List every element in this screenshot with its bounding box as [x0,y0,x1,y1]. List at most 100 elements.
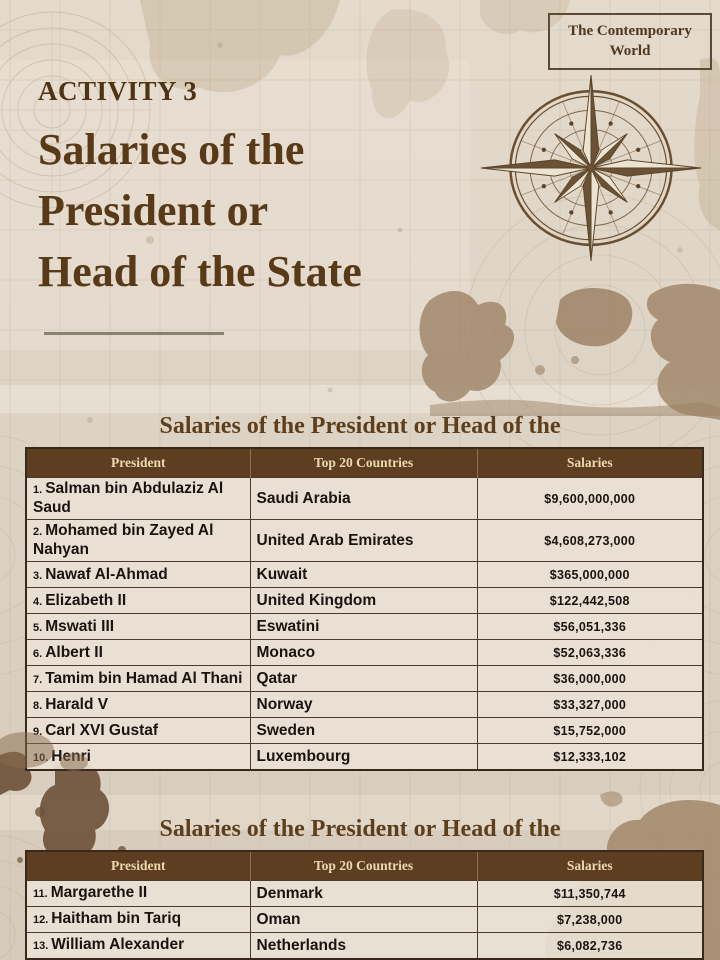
president-name: Tamim bin Hamad Al Thani [45,669,243,687]
table-row: 8. Harald V Norway $33,327,000 [25,691,704,719]
president-name: Margarethe II [50,884,148,902]
section-heading: Salaries of the President or Head of the [159,816,561,842]
salary-cell: $33,327,000 [476,691,704,719]
president-name: Salman bin Abdulaziz Al Saud [33,480,224,516]
salary-cell: $11,350,744 [476,880,704,907]
president-name: Mswati III [45,617,115,635]
course-badge: The Contemporary World [548,13,712,70]
map-smudge-overlay [0,732,88,771]
title-divider [44,332,224,335]
president-cell: 1. Salman bin Abdulaziz Al Saud [25,476,251,521]
table-row: 11. Margarethe II Denmark $11,350,744 [25,880,704,907]
title-block: ACTIVITY 3 Salaries of the President or … [38,76,478,335]
president-cell: 4. Elizabeth II [25,587,251,615]
salaries-section-1: Salaries of the President or Head of the… [0,413,720,772]
column-header-countries: Top 20 Countries [249,448,477,478]
row-number: 4. [33,595,43,608]
row-number: 2. [33,526,43,539]
row-number: 12. [33,914,49,927]
column-header-salaries: Salaries [476,448,703,478]
president-name: Haitham bin Tariq [51,910,182,928]
country-cell: Kuwait [249,561,478,589]
salary-cell: $7,238,000 [476,906,704,933]
table-row: 3. Nawaf Al-Ahmad Kuwait $365,000,000 [25,561,704,589]
president-name: Harald V [45,695,109,713]
president-name: Mohamed bin Zayed Al Nahyan [33,522,214,558]
page-title-line: Salaries of the [38,125,305,174]
president-cell: 11. Margarethe II [25,880,251,907]
country-cell: Luxembourg [249,743,478,771]
salaries-section-2: Salaries of the President or Head of the… [0,816,720,960]
president-cell: 12. Haitham bin Tariq [25,906,251,933]
president-cell: 13. William Alexander [25,932,251,960]
country-cell: Monaco [249,639,478,667]
country-cell: Qatar [249,665,478,693]
salaries-table-2: President Top 20 Countries Salaries 11. M… [25,850,704,960]
activity-label: ACTIVITY 3 [38,76,198,106]
president-cell: 6. Albert II [25,639,251,667]
row-number: 7. [33,673,43,686]
column-header-president: President [26,851,250,881]
row-number: 5. [33,621,43,634]
salary-cell: $52,063,336 [476,639,704,667]
president-cell: 5. Mswati III [25,613,251,641]
president-name: Elizabeth II [45,591,127,609]
row-number: 13. [33,940,49,953]
salary-cell: $9,600,000,000 [476,476,704,521]
salary-cell: $56,051,336 [476,613,704,641]
salary-cell: $6,082,736 [476,932,704,960]
row-number: 3. [33,569,43,582]
table-row: 9. Carl XVI Gustaf Sweden $15,752,000 [25,717,704,745]
table-row: 4. Elizabeth II United Kingdom $122,442,5… [25,587,704,615]
table-row: 1. Salman bin Abdulaziz Al Saud Saudi Ara… [25,476,704,521]
table-row: 7. Tamim bin Hamad Al Thani Qatar $36,000… [25,665,704,693]
country-cell: Saudi Arabia [249,476,478,521]
table-header-row: President Top 20 Countries Salaries [26,448,703,478]
table-header-row: President Top 20 Countries Salaries [26,851,703,881]
salaries-table-1: President Top 20 Countries Salaries 1. Sa… [25,447,704,772]
country-cell: Eswatini [249,613,478,641]
country-cell: United Arab Emirates [249,519,478,563]
table-row: 13. William Alexander Netherlands $6,082,… [25,932,704,960]
column-header-countries: Top 20 Countries [249,851,477,881]
page-title: Salaries of the President or Head of the… [38,119,478,302]
compass-rose-icon [480,74,702,262]
country-cell: United Kingdom [249,587,478,615]
page-title-line: President or [38,186,269,235]
salary-cell: $36,000,000 [476,665,704,693]
country-cell: Denmark [249,880,478,907]
row-number: 1. [33,484,43,496]
salary-cell: $365,000,000 [476,561,704,589]
president-name: William Alexander [51,936,185,954]
column-header-salaries: Salaries [476,851,703,881]
course-badge-label: The Contemporary World [568,23,692,59]
country-cell: Sweden [249,717,478,745]
row-number: 8. [33,699,43,712]
president-name: Albert II [45,643,103,661]
page-title-line: Head of the State [38,247,362,296]
table-row: 12. Haitham bin Tariq Oman $7,238,000 [25,906,704,933]
row-number: 11. [33,888,48,901]
salary-cell: $12,333,102 [476,743,704,771]
table-row: 5. Mswati III Eswatini $56,051,336 [25,613,704,641]
president-cell: 9. Carl XVI Gustaf [25,717,251,745]
president-cell: 7. Tamim bin Hamad Al Thani [25,665,251,693]
president-name: Carl XVI Gustaf [45,721,159,739]
row-number: 6. [33,647,43,660]
country-cell: Netherlands [249,932,478,960]
table-row: 10.Henri Luxembourg $12,333,102 [25,743,704,771]
table-row: 6. Albert II Monaco $52,063,336 [25,639,704,667]
salary-cell: $122,442,508 [476,587,704,615]
president-cell: 2. Mohamed bin Zayed Al Nahyan [25,519,251,563]
salary-cell: $15,752,000 [476,717,704,745]
country-cell: Norway [249,691,478,719]
president-cell: 8. Harald V [25,691,251,719]
president-cell: 3. Nawaf Al-Ahmad [25,561,251,589]
section-heading: Salaries of the President or Head of the [159,413,561,439]
country-cell: Oman [249,906,478,933]
salary-cell: $4,608,273,000 [476,519,704,563]
row-number: 9. [33,725,43,738]
president-name: Nawaf Al-Ahmad [45,565,168,583]
table-row: 2. Mohamed bin Zayed Al Nahyan United Ara… [25,519,704,563]
